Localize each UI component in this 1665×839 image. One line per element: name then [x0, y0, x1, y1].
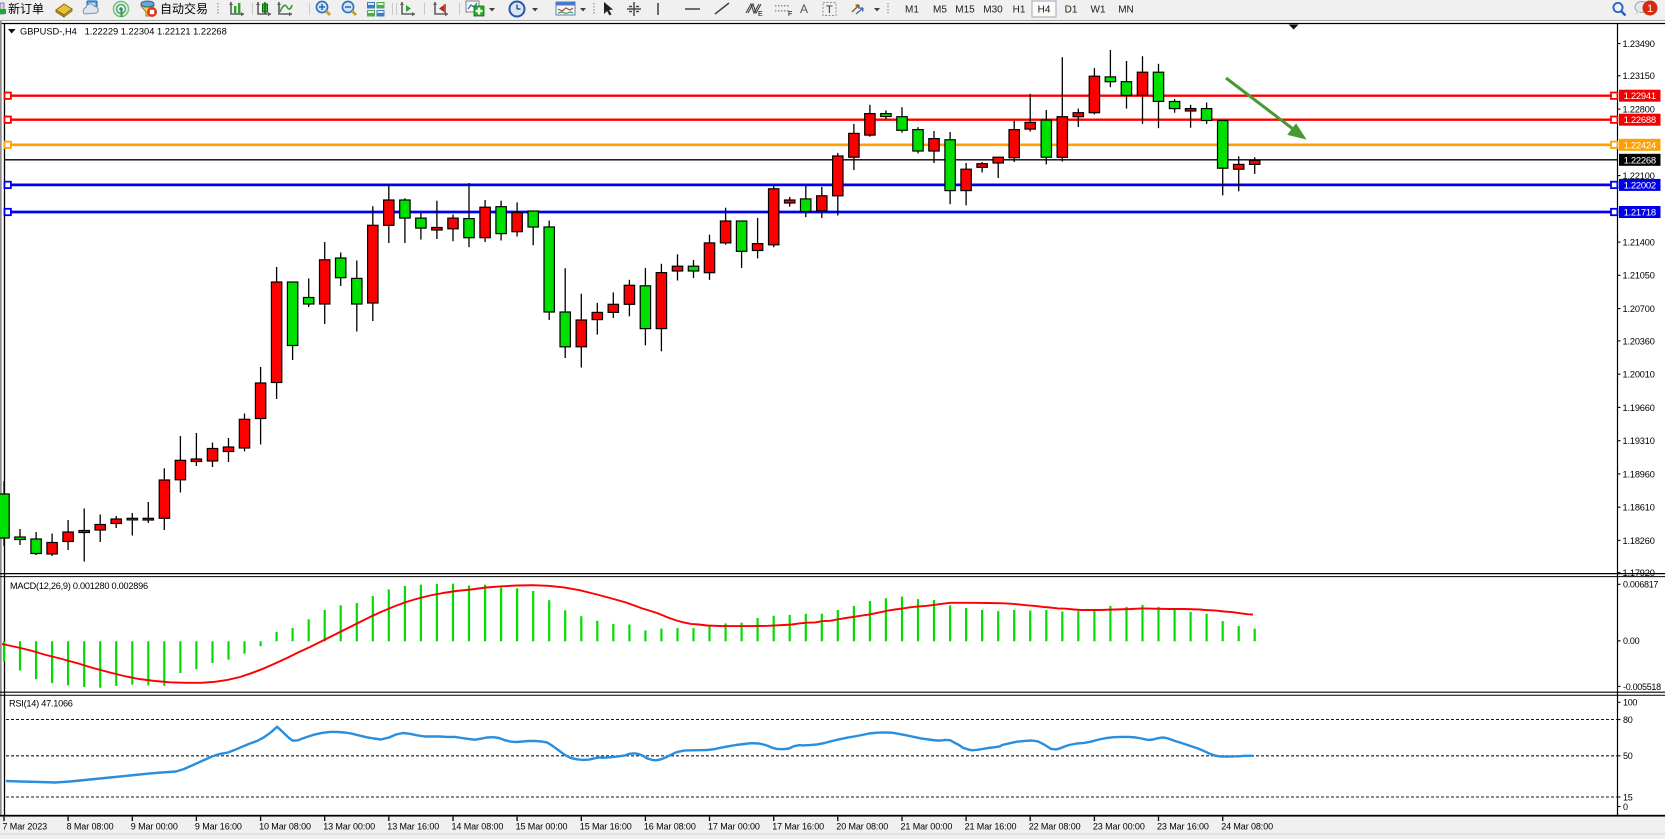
svg-text:0: 0: [1623, 802, 1628, 812]
svg-text:1.19660: 1.19660: [1623, 403, 1655, 413]
svg-text:1.18960: 1.18960: [1623, 469, 1655, 479]
svg-text:MACD(12,26,9) 0.001280 0.00289: MACD(12,26,9) 0.001280 0.002896: [10, 581, 148, 591]
svg-text:1: 1: [1647, 3, 1653, 15]
svg-text:H4: H4: [1038, 5, 1051, 16]
svg-text:14 Mar 08:00: 14 Mar 08:00: [452, 821, 504, 831]
svg-text:50: 50: [1623, 751, 1633, 761]
svg-text:M1: M1: [905, 5, 919, 16]
svg-text:D1: D1: [1065, 5, 1078, 16]
svg-text:1.19310: 1.19310: [1623, 436, 1655, 446]
svg-text:GBPUSD-,H4 1.22229 1.22304 1: GBPUSD-,H4 1.22229 1.22304 1.22121 1.222…: [20, 27, 227, 37]
svg-text:RSI(14) 47.1066: RSI(14) 47.1066: [9, 699, 73, 709]
svg-text:7 Mar 2023: 7 Mar 2023: [3, 821, 48, 831]
svg-text:21 Mar 16:00: 21 Mar 16:00: [965, 821, 1017, 831]
svg-text:H1: H1: [1013, 5, 1026, 16]
svg-text:21 Mar 00:00: 21 Mar 00:00: [901, 821, 953, 831]
svg-text:1.18610: 1.18610: [1623, 503, 1655, 513]
svg-text:MN: MN: [1118, 5, 1134, 16]
svg-text:T: T: [826, 4, 833, 16]
svg-text:9 Mar 00:00: 9 Mar 00:00: [131, 821, 178, 831]
svg-text:-0.005518: -0.005518: [1623, 682, 1661, 692]
svg-text:80: 80: [1623, 715, 1633, 725]
svg-text:新订单: 新订单: [8, 1, 44, 16]
svg-text:1.21400: 1.21400: [1623, 238, 1655, 248]
svg-text:15 Mar 00:00: 15 Mar 00:00: [516, 821, 568, 831]
svg-text:F: F: [788, 11, 792, 18]
svg-text:1.18260: 1.18260: [1623, 536, 1655, 546]
svg-text:自动交易: 自动交易: [160, 1, 208, 16]
svg-text:15 Mar 16:00: 15 Mar 16:00: [580, 821, 632, 831]
svg-text:W1: W1: [1091, 5, 1106, 16]
svg-text:1.22941: 1.22941: [1624, 91, 1656, 102]
svg-text:1.22800: 1.22800: [1623, 105, 1655, 115]
svg-text:0.00: 0.00: [1623, 636, 1640, 646]
svg-text:A: A: [800, 2, 808, 16]
svg-text:15: 15: [1623, 792, 1633, 802]
svg-text:1.22002: 1.22002: [1624, 180, 1656, 191]
svg-text:0.006817: 0.006817: [1623, 580, 1658, 590]
svg-text:17 Mar 16:00: 17 Mar 16:00: [772, 821, 824, 831]
svg-text:1.21718: 1.21718: [1624, 208, 1656, 219]
svg-text:1.22688: 1.22688: [1624, 115, 1656, 126]
svg-text:16 Mar 08:00: 16 Mar 08:00: [644, 821, 696, 831]
svg-text:23 Mar 00:00: 23 Mar 00:00: [1093, 821, 1145, 831]
svg-text:24 Mar 08:00: 24 Mar 08:00: [1221, 821, 1273, 831]
svg-text:1.20700: 1.20700: [1623, 304, 1655, 314]
svg-text:23 Mar 16:00: 23 Mar 16:00: [1157, 821, 1209, 831]
svg-text:22 Mar 08:00: 22 Mar 08:00: [1029, 821, 1081, 831]
svg-text:M30: M30: [983, 5, 1003, 16]
svg-text:13 Mar 16:00: 13 Mar 16:00: [387, 821, 439, 831]
svg-text:9 Mar 16:00: 9 Mar 16:00: [195, 821, 242, 831]
svg-text:13 Mar 00:00: 13 Mar 00:00: [323, 821, 375, 831]
svg-text:1.23150: 1.23150: [1623, 71, 1655, 81]
svg-text:1.20360: 1.20360: [1623, 336, 1655, 346]
svg-text:8 Mar 08:00: 8 Mar 08:00: [67, 821, 114, 831]
svg-text:1.22424: 1.22424: [1624, 140, 1656, 151]
svg-text:M15: M15: [955, 5, 975, 16]
svg-text:E: E: [758, 11, 763, 18]
svg-text:20 Mar 08:00: 20 Mar 08:00: [836, 821, 888, 831]
svg-text:1.22268: 1.22268: [1624, 155, 1656, 166]
svg-text:17 Mar 00:00: 17 Mar 00:00: [708, 821, 760, 831]
svg-text:M5: M5: [933, 5, 947, 16]
svg-text:1.23490: 1.23490: [1623, 39, 1655, 49]
svg-text:1.21050: 1.21050: [1623, 271, 1655, 281]
svg-text:10 Mar 08:00: 10 Mar 08:00: [259, 821, 311, 831]
svg-text:1.20010: 1.20010: [1623, 370, 1655, 380]
svg-text:1.22100: 1.22100: [1623, 171, 1655, 181]
svg-text:100: 100: [1623, 698, 1637, 708]
